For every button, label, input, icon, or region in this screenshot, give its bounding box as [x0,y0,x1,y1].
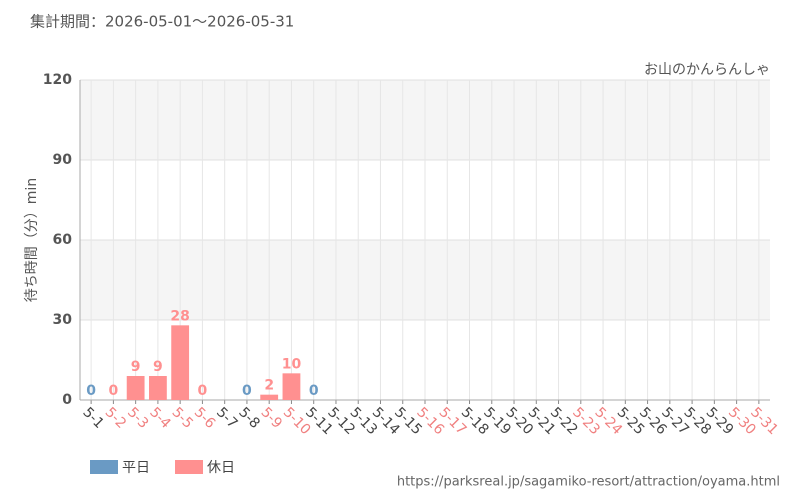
bar [149,376,167,400]
bar [260,394,279,400]
x-tick-label: 5-5 [169,404,196,431]
data-label: 9 [131,359,141,375]
data-label: 10 [282,356,302,372]
y-tick-label: 60 [53,232,73,248]
y-axis-label: 待ち時間（分）min [24,178,40,302]
legend-swatch [175,460,203,474]
y-tick-label: 30 [53,312,73,328]
x-tick-label: 5-9 [258,404,285,431]
chart-title: お山のかんらんしゃ [644,62,770,78]
data-label: 0 [109,383,119,399]
y-tick-label: 90 [53,152,73,168]
x-tick-label: 5-2 [102,404,129,431]
data-label: 0 [198,383,208,399]
legend-label: 休日 [207,460,235,476]
bar [126,376,145,400]
data-label: 2 [264,378,274,394]
data-label: 9 [153,359,163,375]
x-tick-label: 5-7 [213,404,240,431]
data-label: 0 [309,383,319,399]
y-tick-label: 120 [43,72,72,88]
x-tick-label: 5-4 [146,404,174,432]
footer: https://parksreal.jp/sagamiko-resort/att… [397,475,780,490]
header: 集計期間：2026-05-01～2026-05-31 [30,13,294,31]
data-label: 28 [170,308,189,324]
legend-label: 平日 [122,460,150,476]
x-tick-label: 5-6 [191,404,219,432]
x-tick-label: 5-3 [124,404,151,431]
bar [282,373,301,400]
data-label: 0 [86,383,96,399]
bar [171,325,190,400]
legend-swatch [90,460,118,474]
y-tick-label: 0 [62,392,72,408]
data-label: 0 [242,383,252,399]
x-tick-label: 5-1 [79,404,106,431]
x-tick-label: 5-8 [235,404,262,431]
